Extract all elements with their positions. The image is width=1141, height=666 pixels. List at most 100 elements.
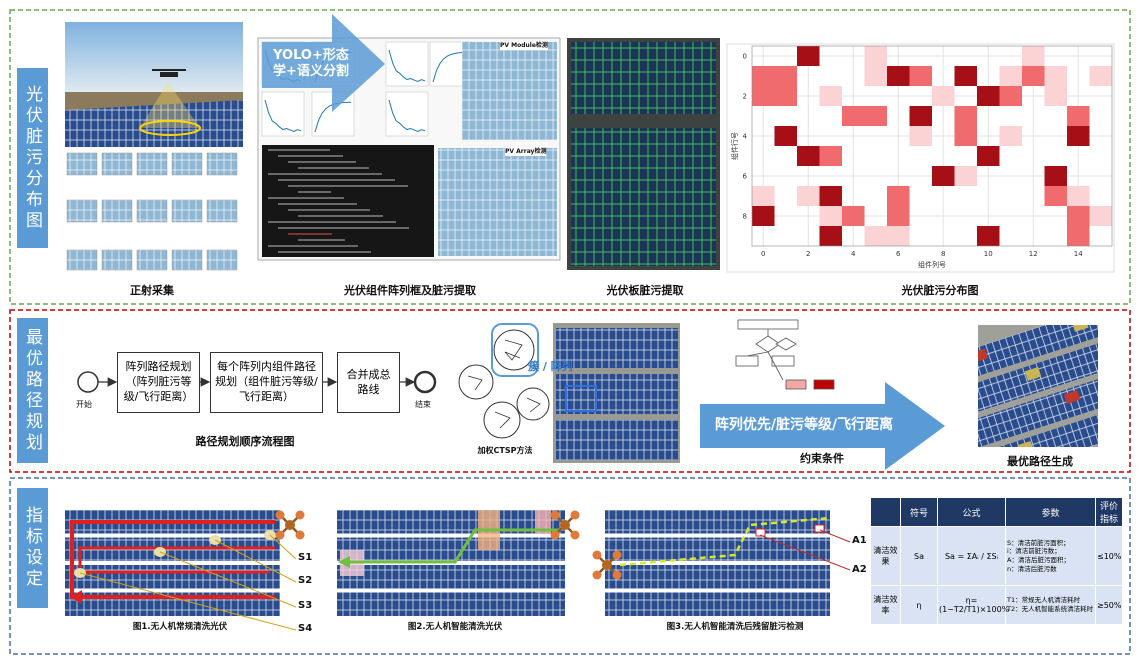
thumbnail [171, 249, 203, 271]
header-cell: 公式 [937, 497, 1006, 527]
table-cell: ≤10% [1095, 525, 1123, 587]
x-tick-label: 10 [984, 250, 993, 258]
route [70, 520, 275, 599]
heat-cell [774, 66, 797, 86]
heat-cell [887, 66, 910, 86]
caption: 最优路径生成 [1007, 455, 1073, 468]
heat-cell [797, 146, 820, 166]
metrics-table: 符号 公式 参数 评价指标 清洁效果 Sa Sa = ΣAᵢ / ΣSᵢ S：清洁前脏… [870, 497, 1123, 625]
heatmap: 0 2 4 6 8 10 12 14 0 2 4 6 8 组件列号 组件行号 [730, 45, 1113, 269]
solar-row [605, 510, 830, 534]
param-line: T1：常规无人机清洁耗时 [1007, 596, 1081, 605]
arrow-text: YOLO+形态学+语义分割 [273, 48, 349, 80]
thumbnail [101, 152, 133, 176]
thumbnail [66, 249, 98, 271]
rotor [550, 530, 560, 540]
x-tick-label: 12 [1029, 250, 1038, 258]
heat-cell [819, 226, 842, 246]
heat-cell [842, 206, 865, 226]
leader-line [214, 539, 297, 583]
heat-cell [932, 86, 955, 106]
rotor [592, 570, 602, 580]
end-node [413, 370, 437, 394]
solar-row [337, 510, 565, 534]
thumbnail [66, 199, 98, 223]
x-tick-label: 6 [896, 250, 901, 258]
terminal-lines [268, 149, 409, 253]
heat-cell [954, 66, 977, 86]
rotor [550, 510, 560, 520]
heat-cell [1067, 186, 1090, 206]
section-border [9, 309, 1131, 473]
panel-title: PV Array检测 [505, 148, 547, 156]
heat-cell [1044, 66, 1067, 86]
thumbnails [66, 152, 238, 271]
heat-cell [909, 106, 932, 126]
arrow-text: 阵列优先/脏污等级/飞行距离 [714, 417, 894, 433]
plot-line [388, 99, 426, 132]
solar-row [605, 592, 830, 616]
caption: 光伏脏污分布图 [901, 284, 979, 297]
drone [152, 69, 186, 77]
caption: 光伏组件阵列框及脏污提取 [344, 284, 476, 297]
array-image [438, 148, 557, 256]
table-cell: η=(1−T2/T1)×100% [937, 585, 1009, 625]
table-row: 清洁效率 η η=(1−T2/T1)×100% T1：常规无人机清洁耗时 T2：无人机智… [870, 585, 1123, 625]
plot-border [751, 45, 1113, 247]
header-cell: 评价指标 [1095, 497, 1123, 527]
route [619, 516, 831, 567]
heat-cell [1067, 226, 1090, 246]
heat-cell [1022, 66, 1045, 86]
heat-cell [999, 66, 1022, 86]
table-cell: 清洁效率 [870, 585, 901, 625]
s-label: S1 [298, 552, 313, 563]
caption: 图1.无人机常规清洗光伏 [132, 622, 228, 632]
heat-cell [752, 86, 775, 106]
param-line: T2：无人机智能系统清洁耗时 [1007, 605, 1094, 614]
heat-cell [842, 106, 865, 126]
flow-step: 每个阵列内组件路径规划（组件脏污等级/飞行距离） [210, 352, 323, 413]
heat-cell [1044, 166, 1067, 186]
drone [550, 510, 580, 540]
heat-cell [999, 126, 1022, 146]
thumbnail [101, 249, 133, 271]
heat-cell [1089, 66, 1112, 86]
solar-row [337, 537, 565, 561]
header-cell: 参数 [1005, 497, 1096, 527]
leader-line [79, 572, 297, 631]
heat-cell [819, 206, 842, 226]
flow-step: 合并成总路线 [337, 352, 400, 413]
plot-line [264, 99, 302, 132]
x-tick-label: 4 [851, 250, 856, 258]
cluster-label: 簇 / 阵列 [528, 360, 573, 373]
y-tick-label: 2 [743, 93, 747, 101]
heat-cell [864, 226, 887, 246]
heat-cell [797, 186, 820, 206]
thumbnail [171, 152, 203, 176]
heat-cell [909, 126, 932, 146]
table-row: 清洁效果 Sa Sa = ΣAᵢ / ΣSᵢ S：清洁前脏污面积； i：清洁前脏污数； A… [870, 525, 1123, 587]
terminal [262, 145, 434, 257]
ctsp-diagram [458, 323, 550, 439]
table-cell: T1：常规无人机清洁耗时 T2：无人机智能系统清洁耗时 [1005, 585, 1096, 625]
section-border [9, 477, 1131, 655]
aerial-image [553, 323, 680, 463]
heat-cell [1067, 206, 1090, 226]
heat-cell [887, 226, 910, 246]
caption: 约束条件 [800, 452, 844, 465]
drone-body [602, 560, 612, 570]
thumbnail [206, 249, 238, 271]
plot-line [388, 49, 426, 82]
table-cell: Sa = ΣAᵢ / ΣSᵢ [937, 525, 1006, 587]
rotor [275, 510, 285, 520]
caption: 正射采集 [130, 284, 174, 297]
table-body: 清洁效果 Sa Sa = ΣAᵢ / ΣSᵢ S：清洁前脏污面积； i：清洁前脏污数； A… [870, 525, 1123, 625]
s-label: S2 [298, 575, 313, 586]
solar-field [65, 100, 243, 147]
header-row: 符号 公式 参数 评价指标 [870, 497, 1123, 527]
param-line: S：清洁前脏污面积； [1007, 538, 1070, 547]
heat-cell [819, 86, 842, 106]
route [78, 546, 275, 574]
leader-line [819, 529, 851, 543]
